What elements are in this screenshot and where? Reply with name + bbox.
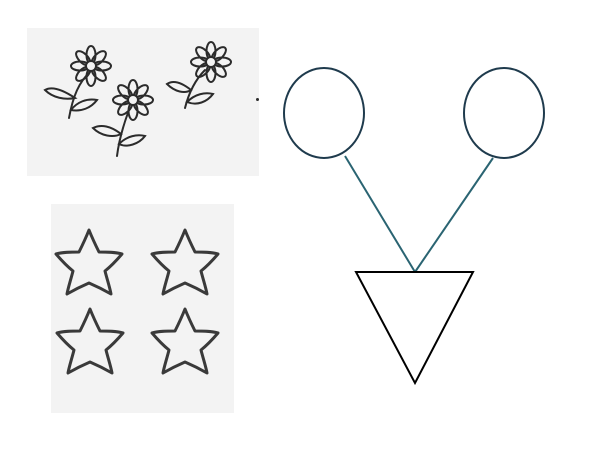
stars-picture-panel	[51, 204, 234, 413]
flowers-illustration	[43, 41, 232, 157]
daisy-flower-icon	[165, 41, 232, 109]
left-circle-blank	[283, 67, 365, 159]
left-connector-line	[344, 155, 416, 273]
flowers-picture-panel	[27, 28, 259, 176]
stray-dot	[256, 98, 259, 101]
right-circle-blank	[463, 67, 545, 159]
triangle-blank	[354, 271, 475, 386]
daisy-flower-icon	[91, 79, 154, 157]
right-connector-line	[414, 157, 494, 273]
daisy-flower-icon	[43, 45, 112, 119]
